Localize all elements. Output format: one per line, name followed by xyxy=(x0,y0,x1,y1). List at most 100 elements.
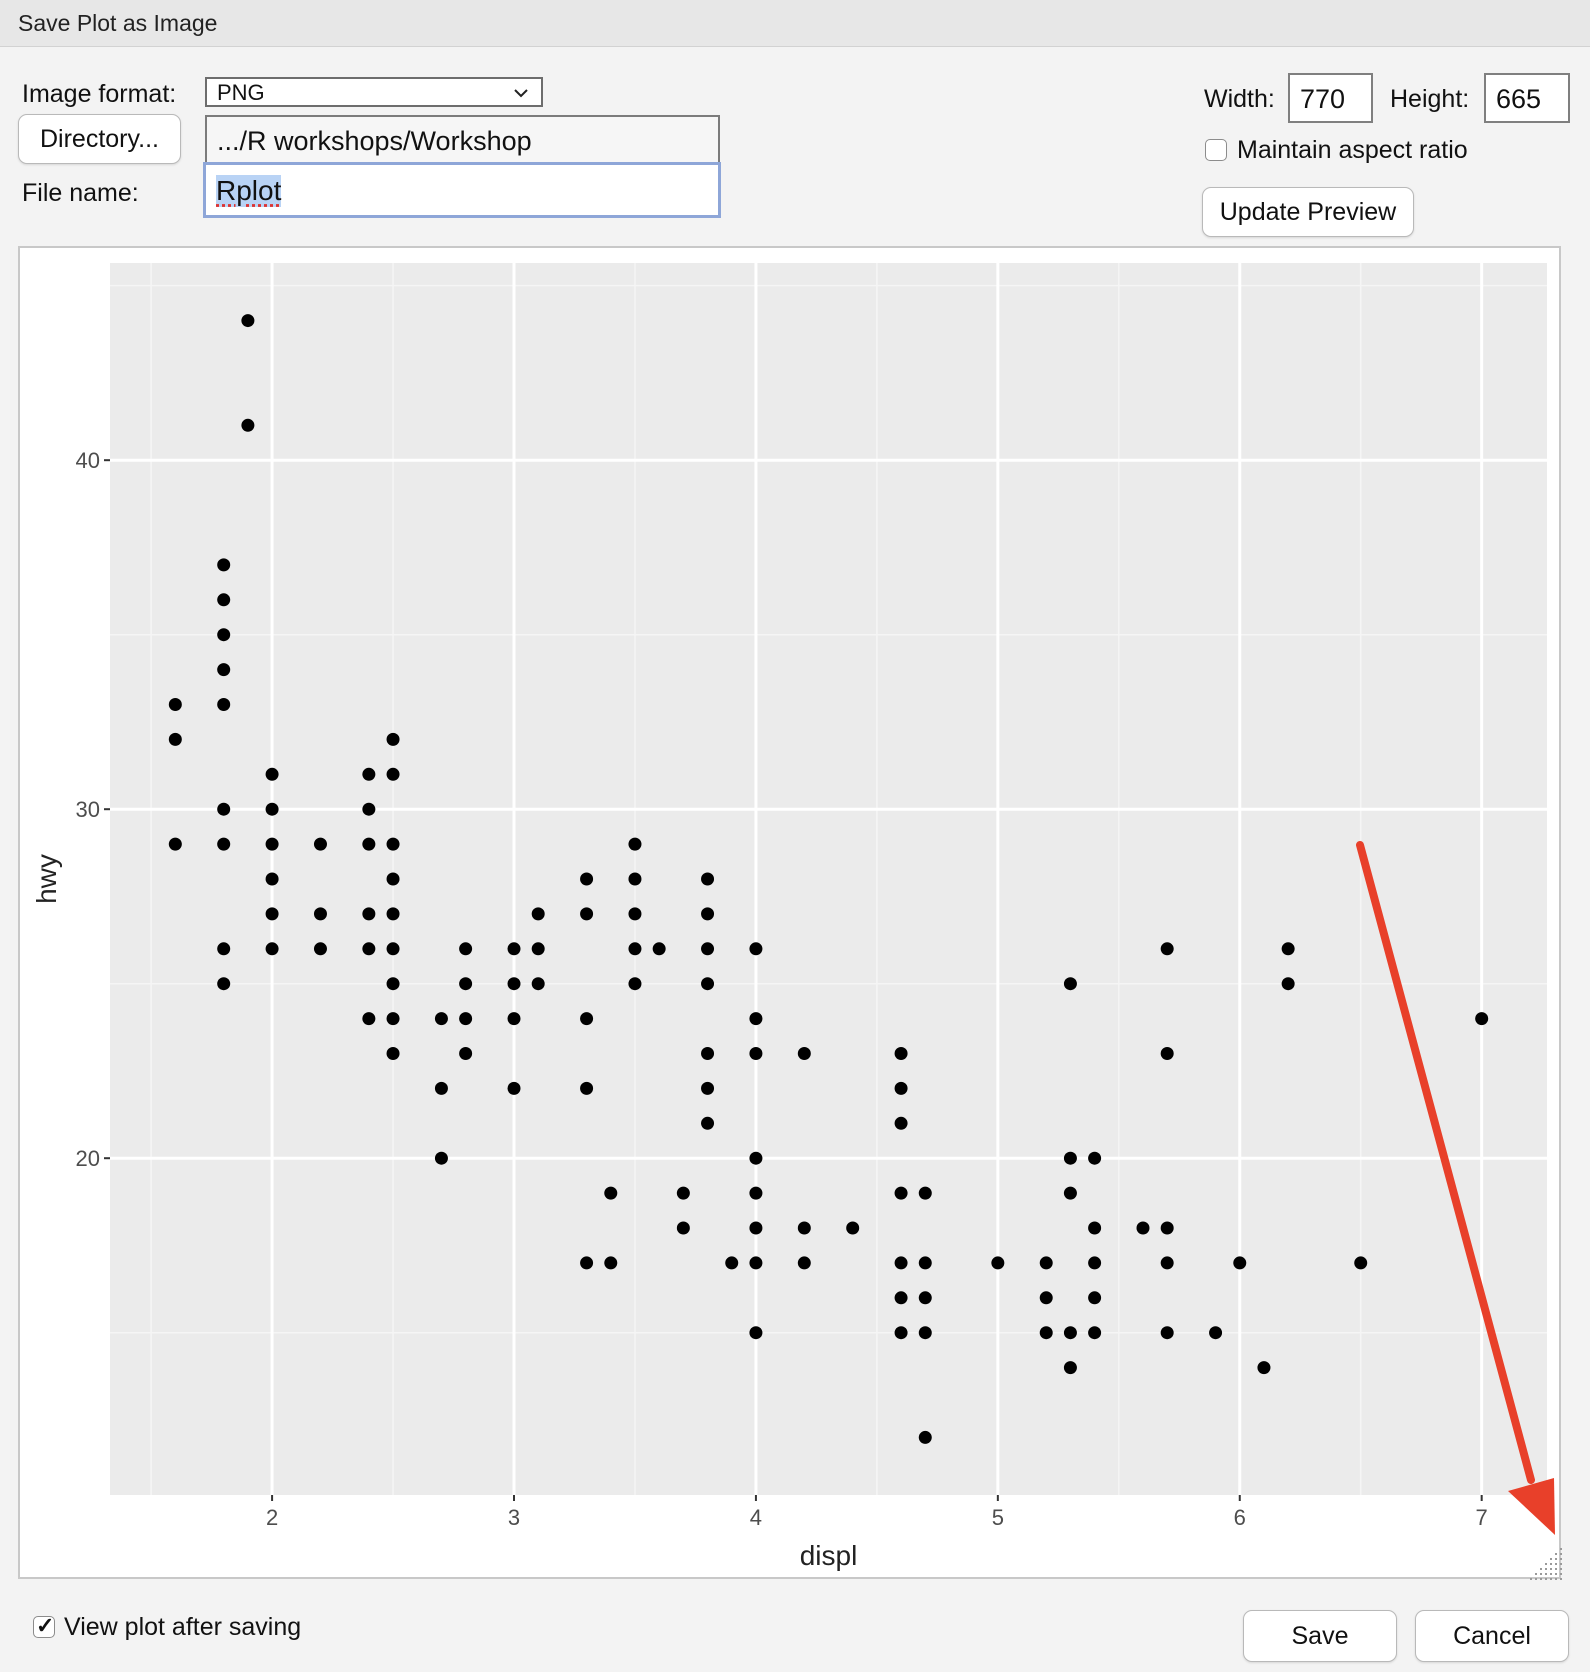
file-name-input[interactable]: Rplot xyxy=(203,162,721,218)
data-point xyxy=(628,837,642,851)
maintain-aspect-checkbox[interactable] xyxy=(1205,139,1227,161)
data-point xyxy=(918,1256,932,1270)
data-point xyxy=(991,1256,1005,1270)
data-point xyxy=(265,872,279,886)
data-point xyxy=(434,1081,448,1095)
data-point xyxy=(459,1047,473,1061)
height-value: 665 xyxy=(1496,84,1542,114)
x-tick-label: 6 xyxy=(1234,1505,1246,1530)
image-format-value: PNG xyxy=(217,80,265,105)
x-axis-label: displ xyxy=(800,1540,858,1571)
data-point xyxy=(1088,1151,1102,1165)
directory-button[interactable]: Directory... xyxy=(18,114,181,164)
data-point xyxy=(217,593,231,607)
data-point xyxy=(434,1151,448,1165)
data-point xyxy=(797,1256,811,1270)
data-point xyxy=(265,907,279,921)
y-axis: 20 30 40 xyxy=(76,448,110,1171)
data-point xyxy=(313,837,327,851)
resize-grip-icon[interactable] xyxy=(1524,1542,1566,1584)
data-point xyxy=(1160,1221,1174,1235)
data-point xyxy=(531,942,545,956)
data-point xyxy=(628,977,642,991)
data-point xyxy=(894,1081,908,1095)
data-point xyxy=(265,942,279,956)
data-point xyxy=(217,802,231,816)
scatter-plot: 20 30 40 2 3 4 5 6 7 displ hwy xyxy=(31,263,1547,1571)
data-point xyxy=(580,1081,594,1095)
plot-preview: 20 30 40 2 3 4 5 6 7 displ hwy xyxy=(18,246,1561,1579)
data-point xyxy=(701,1047,715,1061)
y-axis-label: hwy xyxy=(31,854,62,904)
data-point xyxy=(628,907,642,921)
data-point xyxy=(652,942,666,956)
data-point xyxy=(507,977,521,991)
data-point xyxy=(701,907,715,921)
data-point xyxy=(580,1012,594,1026)
height-input[interactable]: 665 xyxy=(1484,73,1570,123)
data-point xyxy=(628,942,642,956)
data-point xyxy=(386,837,400,851)
view-after-saving-checkbox[interactable]: ✓ xyxy=(33,1613,55,1638)
data-point xyxy=(797,1047,811,1061)
data-point xyxy=(580,907,594,921)
data-point xyxy=(241,418,255,432)
data-point xyxy=(362,942,376,956)
data-point xyxy=(749,1151,763,1165)
data-point xyxy=(797,1221,811,1235)
x-tick-label: 3 xyxy=(508,1505,520,1530)
data-point xyxy=(701,872,715,886)
data-point xyxy=(507,1012,521,1026)
data-point xyxy=(168,732,182,746)
data-point xyxy=(362,767,376,781)
data-point xyxy=(701,977,715,991)
data-point xyxy=(362,837,376,851)
data-point xyxy=(894,1116,908,1130)
data-point xyxy=(1039,1256,1053,1270)
data-point xyxy=(386,1012,400,1026)
data-point xyxy=(386,977,400,991)
data-point xyxy=(894,1291,908,1305)
image-format-select[interactable]: PNG xyxy=(205,77,543,107)
x-tick-label: 5 xyxy=(992,1505,1004,1530)
data-point xyxy=(386,767,400,781)
width-input[interactable]: 770 xyxy=(1288,73,1373,123)
data-point xyxy=(1160,1256,1174,1270)
data-point xyxy=(459,942,473,956)
checkmark-icon: ✓ xyxy=(36,1613,55,1638)
data-point xyxy=(676,1221,690,1235)
y-tick-label: 40 xyxy=(76,448,100,473)
data-point xyxy=(313,942,327,956)
data-point xyxy=(628,872,642,886)
save-button[interactable]: Save xyxy=(1243,1610,1397,1662)
x-tick-label: 2 xyxy=(266,1505,278,1530)
data-point xyxy=(241,314,255,328)
data-point xyxy=(217,837,231,851)
data-point xyxy=(918,1430,932,1444)
dialog-title: Save Plot as Image xyxy=(18,10,218,36)
data-point xyxy=(362,907,376,921)
cancel-button[interactable]: Cancel xyxy=(1415,1610,1569,1662)
update-preview-button[interactable]: Update Preview xyxy=(1202,187,1414,237)
data-point xyxy=(1475,1012,1489,1026)
data-point xyxy=(386,1047,400,1061)
chevron-down-icon xyxy=(514,89,528,98)
maintain-aspect-label: Maintain aspect ratio xyxy=(1237,136,1468,164)
data-point xyxy=(1160,1326,1174,1340)
data-point xyxy=(1281,977,1295,991)
data-point xyxy=(1281,942,1295,956)
data-point xyxy=(580,872,594,886)
data-point xyxy=(265,802,279,816)
data-point xyxy=(894,1326,908,1340)
height-label: Height: xyxy=(1390,85,1470,113)
data-point xyxy=(749,1012,763,1026)
data-point xyxy=(1039,1326,1053,1340)
data-point xyxy=(604,1186,618,1200)
data-point xyxy=(918,1291,932,1305)
data-point xyxy=(1063,1151,1077,1165)
data-point xyxy=(1063,1326,1077,1340)
data-point xyxy=(217,942,231,956)
data-point xyxy=(676,1186,690,1200)
data-point xyxy=(749,1256,763,1270)
data-point xyxy=(749,1326,763,1340)
